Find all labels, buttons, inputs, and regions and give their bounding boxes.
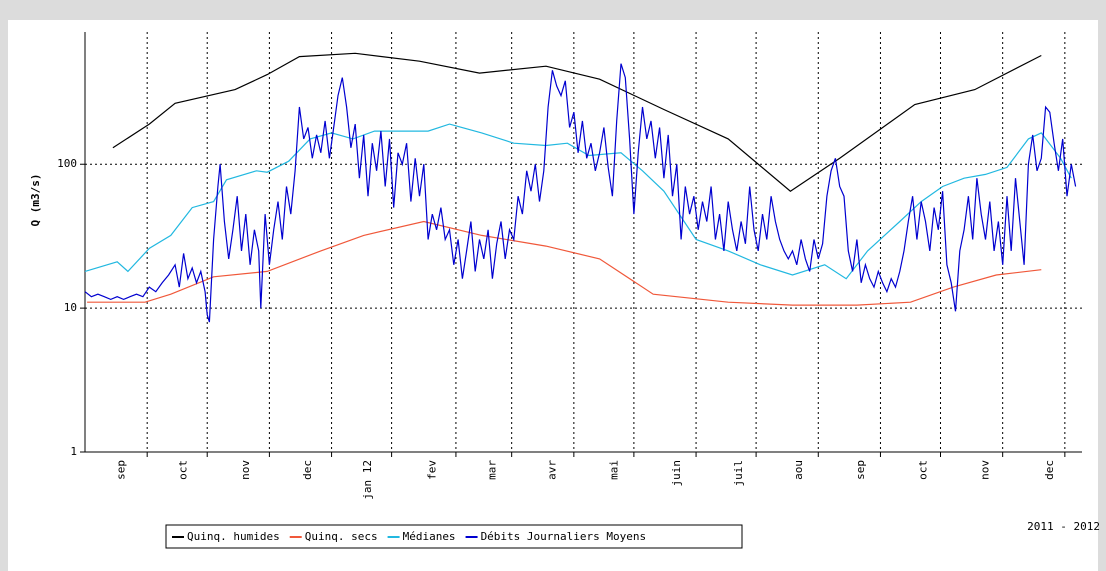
y-tick-label: 1 xyxy=(70,445,77,458)
x-tick-label: oct xyxy=(916,460,929,480)
x-tick-label: sep xyxy=(854,460,867,480)
legend-label: Médianes xyxy=(403,530,456,543)
x-tick-label: mai xyxy=(608,460,621,480)
x-tick-label: juil xyxy=(732,460,745,487)
x-tick-label: mar xyxy=(485,460,498,480)
x-tick-label: dec xyxy=(301,460,314,480)
x-tick-label: fev xyxy=(425,460,438,480)
legend-label: Quinq. secs xyxy=(305,530,378,543)
y-tick-label: 100 xyxy=(57,157,77,170)
x-tick-label: aou xyxy=(792,460,805,480)
legend-label: Quinq. humides xyxy=(187,530,280,543)
x-tick-label: sep xyxy=(114,460,127,480)
x-tick-label: juin xyxy=(670,460,683,487)
legend xyxy=(165,524,743,549)
x-tick-label: nov xyxy=(239,460,252,480)
annotation: 2011 - 2012 xyxy=(1027,520,1100,533)
series-line xyxy=(84,63,1077,323)
panel xyxy=(8,20,1098,571)
x-tick-label: oct xyxy=(177,460,190,480)
x-tick-label: jan 12 xyxy=(361,460,374,500)
series-line xyxy=(87,220,1042,306)
series-line xyxy=(112,52,1042,192)
x-tick-label: dec xyxy=(1043,460,1056,480)
legend-label: Débits Journaliers Moyens xyxy=(481,530,647,543)
y-tick-label: 10 xyxy=(64,301,77,314)
x-tick-label: avr xyxy=(545,460,558,480)
y-axis-label: Q (m3/s) xyxy=(29,174,42,227)
x-tick-label: nov xyxy=(979,460,992,480)
